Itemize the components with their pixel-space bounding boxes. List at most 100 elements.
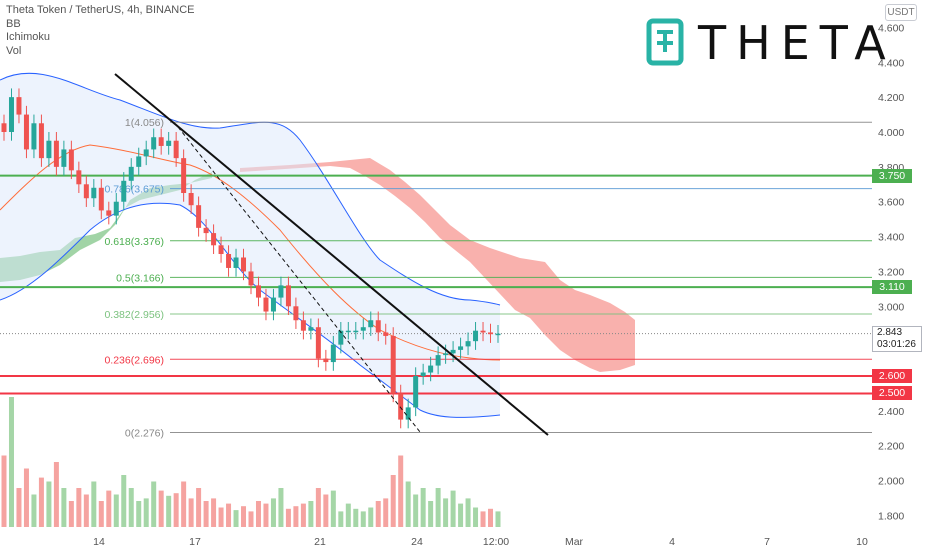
- candle-body: [270, 297, 276, 312]
- volume-bar: [270, 498, 276, 527]
- volume-bar: [68, 501, 74, 527]
- indicator-bb-label[interactable]: BB: [6, 17, 21, 30]
- ichimoku-cloud-red: [240, 158, 635, 372]
- fib-level-label: 0.5(3.166): [116, 272, 164, 284]
- volume-bar: [495, 511, 501, 527]
- volume-bar: [278, 488, 284, 527]
- volume-bar: [330, 490, 336, 527]
- volume-bar: [91, 481, 97, 527]
- candle-body: [158, 137, 164, 146]
- candle-body: [450, 349, 456, 354]
- currency-button[interactable]: USDT: [885, 4, 917, 21]
- volume-bar: [121, 475, 127, 527]
- volume-bar: [308, 501, 314, 527]
- candle-body: [360, 327, 366, 331]
- volume-bar: [46, 481, 52, 527]
- candle-body: [226, 254, 232, 268]
- volume-bar: [338, 511, 344, 527]
- candle-body: [241, 257, 247, 272]
- volume-bar: [143, 498, 149, 527]
- fib-level-label: 0(2.276): [125, 427, 164, 439]
- candle-body: [188, 193, 194, 206]
- volume-bar: [158, 490, 164, 527]
- volume-bar: [181, 481, 187, 527]
- candle-body: [98, 187, 104, 211]
- volume-bar: [233, 510, 239, 527]
- x-tick-label: 12:00: [483, 536, 509, 548]
- volume-bar: [128, 488, 134, 527]
- volume-bar: [263, 503, 269, 527]
- y-tick-label: 3.200: [878, 266, 904, 278]
- volume-bar: [218, 507, 224, 527]
- volume-bar: [458, 503, 464, 527]
- candle-body: [8, 97, 14, 132]
- candle-body: [76, 170, 82, 185]
- volume-bar: [1, 455, 7, 527]
- x-tick-label: 21: [314, 536, 326, 548]
- candle-body: [255, 285, 261, 298]
- current-price-tag: 2.843 03:01:26: [872, 326, 922, 352]
- volume-bar: [450, 490, 456, 527]
- volume-bar: [473, 507, 479, 527]
- candle-body: [338, 330, 344, 345]
- volume-bar: [166, 495, 172, 527]
- x-tick-label: 24: [411, 536, 423, 548]
- candle-body: [488, 332, 494, 335]
- indicator-ichimoku-label[interactable]: Ichimoku: [6, 31, 51, 43]
- candle-body: [263, 297, 269, 312]
- candle-body: [383, 332, 389, 336]
- candle-countdown: 03:01:26: [877, 339, 916, 350]
- candle-body: [196, 205, 202, 228]
- volume-bar: [38, 477, 44, 527]
- candle-body: [1, 123, 7, 132]
- candle-body: [443, 353, 449, 356]
- x-tick-label: 10: [856, 536, 868, 548]
- y-tick-label: 1.800: [878, 510, 904, 522]
- candle-body: [420, 372, 426, 377]
- volume-bar: [8, 397, 14, 527]
- candle-body: [181, 158, 187, 194]
- candle-body: [16, 97, 22, 115]
- indicator-vol-label[interactable]: Vol: [6, 44, 22, 57]
- volume-bar: [211, 498, 217, 527]
- candle-body: [121, 180, 127, 202]
- volume-bar: [241, 506, 247, 527]
- volume-bar: [31, 494, 37, 527]
- volume-bar: [76, 488, 82, 527]
- fib-level-label: 0.618(3.376): [104, 236, 164, 248]
- volume-bar: [61, 488, 67, 527]
- volume-bar: [323, 494, 329, 527]
- y-tick-label: 4.200: [878, 92, 904, 104]
- symbol-title[interactable]: Theta Token / TetherUS, 4h, BINANCE: [6, 4, 195, 16]
- candle-body: [218, 245, 224, 255]
- y-tick-label: 3.600: [878, 197, 904, 209]
- y-tick-label: 2.400: [878, 406, 904, 418]
- candle-body: [38, 123, 44, 159]
- volume-bar: [488, 508, 494, 527]
- candle-body: [473, 330, 479, 342]
- y-tick-label: 3.000: [878, 301, 904, 313]
- volume-bar: [435, 488, 441, 527]
- candle-body: [166, 140, 172, 146]
- volume-bar: [413, 494, 419, 527]
- fib-level-label: 1(4.056): [125, 117, 164, 129]
- volume-bar: [173, 493, 179, 527]
- candle-body: [128, 166, 134, 181]
- volume-bar: [315, 488, 321, 527]
- volume-bar: [113, 494, 119, 527]
- candle-body: [53, 140, 59, 167]
- x-tick-label: 17: [189, 536, 201, 548]
- candle-body: [68, 149, 74, 171]
- candle-body: [233, 257, 239, 268]
- bollinger-basis: [0, 144, 501, 361]
- volume-bar: [383, 498, 389, 527]
- volume-bar: [443, 498, 449, 527]
- volume-bar: [285, 508, 291, 527]
- fib-level-label: 0.786(3.675): [104, 184, 164, 196]
- candle-body: [428, 365, 434, 373]
- x-tick-label: Mar: [565, 536, 584, 548]
- candle-body: [345, 330, 351, 333]
- bollinger-upper: [0, 72, 501, 306]
- y-tick-label: 2.000: [878, 476, 904, 488]
